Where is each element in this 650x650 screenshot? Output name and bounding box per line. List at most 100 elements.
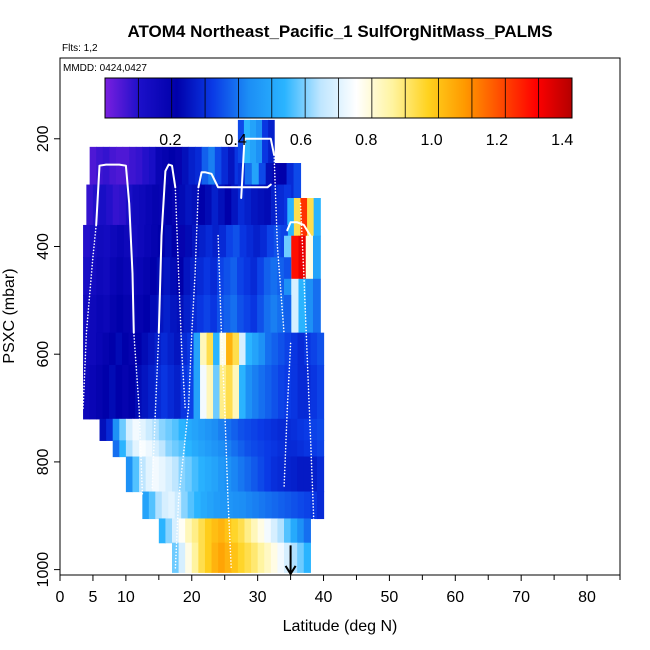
heatmap-cell	[143, 294, 151, 334]
heatmap-cell	[257, 184, 265, 226]
heatmap-cell	[165, 184, 173, 226]
flight-track-solid	[197, 171, 272, 189]
heatmap-cell	[211, 542, 219, 573]
heatmap-cell	[125, 418, 134, 441]
heatmap-cell	[244, 518, 252, 544]
heatmap-cell	[89, 364, 97, 420]
heatmap-cell	[251, 418, 259, 441]
heatmap-cell	[258, 364, 266, 420]
heatmap-cell	[284, 518, 292, 544]
heatmap-cell	[284, 418, 292, 441]
heatmap-cell	[224, 456, 232, 493]
heatmap-cell	[211, 184, 219, 226]
heatmap-cell	[141, 332, 149, 366]
y-tick-label: 200	[35, 125, 52, 152]
flight-track-dotted	[82, 224, 97, 409]
heatmap-cell	[211, 518, 219, 544]
heatmap-cell	[278, 364, 286, 420]
heatmap-cell	[152, 440, 160, 458]
heatmap-cell	[167, 332, 175, 366]
heatmap-cell	[198, 224, 207, 258]
heatmap-cell	[252, 364, 260, 420]
heatmap-cell	[190, 257, 198, 296]
heatmap-cell	[297, 518, 305, 544]
heatmap-cell	[119, 184, 127, 226]
heatmap-cell	[293, 198, 302, 237]
heatmap-cell	[304, 364, 312, 420]
heatmap-cell	[185, 542, 193, 573]
arrow-head-icon	[284, 565, 297, 576]
heatmap-cell	[270, 440, 279, 458]
heatmap-cell	[316, 456, 325, 493]
heatmap-cell	[230, 257, 238, 296]
heatmap-cell	[250, 257, 258, 296]
heatmap-cell	[310, 418, 318, 441]
heatmap-cell	[317, 364, 325, 420]
heatmap-cell	[206, 332, 214, 366]
heatmap-cell	[151, 224, 159, 258]
heatmap-cell	[158, 518, 167, 544]
y-tick-label: 1000	[35, 552, 52, 588]
heatmap-cell	[89, 332, 97, 366]
heatmap-cell	[278, 332, 286, 366]
heatmap-cell	[116, 294, 124, 334]
heatmap-cell	[239, 332, 247, 366]
heatmap-cell	[317, 491, 325, 520]
heatmap-cell	[224, 440, 232, 458]
heatmap-cell	[170, 294, 178, 334]
heatmap-cell	[297, 456, 305, 493]
heatmap-cell	[163, 257, 171, 296]
heatmap-cell	[156, 294, 164, 334]
heatmap-cell	[125, 440, 134, 458]
flight-track-dotted	[299, 202, 315, 571]
heatmap-cell	[283, 294, 292, 334]
heatmap-cell	[297, 440, 305, 458]
heatmap-cell	[144, 224, 152, 258]
x-axis-label: Latitude (deg N)	[283, 618, 398, 635]
heatmap-cell	[231, 184, 239, 226]
heatmap-cell	[298, 235, 307, 280]
heatmap-cell	[109, 146, 117, 186]
heatmap-cell	[178, 542, 186, 573]
heatmap-cell	[231, 542, 239, 573]
heatmap-cell	[252, 491, 260, 520]
heatmap-cell	[277, 456, 285, 493]
heatmap-cell	[251, 542, 259, 573]
y-tick-label: 600	[35, 341, 52, 368]
heatmap	[83, 119, 325, 573]
heatmap-cell	[250, 294, 258, 334]
heatmap-cell	[165, 440, 173, 458]
heatmap-cell	[230, 294, 238, 334]
flight-track-solid	[286, 221, 312, 237]
heatmap-cell	[291, 278, 300, 334]
heatmap-cell	[183, 294, 191, 334]
heatmap-cell	[237, 440, 246, 458]
heatmap-cell	[286, 163, 295, 199]
heatmap-cell	[86, 184, 94, 226]
heatmap-cell	[257, 518, 265, 544]
x-tick-label: 0	[56, 589, 65, 606]
heatmap-cell	[272, 163, 281, 199]
axes: 0 5 10 20 30 40 50 60 70 80 200 400 600 800 1000	[35, 125, 621, 606]
heatmap-cell	[191, 184, 199, 226]
heatmap-cell	[83, 294, 91, 334]
heatmap-cell	[158, 456, 167, 493]
heatmap-cell	[178, 224, 186, 258]
flight-track-dotted	[273, 154, 285, 334]
heatmap-cell	[271, 491, 279, 520]
heatmap-cell	[119, 440, 127, 458]
heatmap-cell	[277, 518, 285, 544]
flight-track-dotted	[217, 234, 233, 571]
heatmap-cell	[96, 364, 104, 420]
heatmap-cell	[158, 418, 167, 441]
heatmap-cell	[139, 184, 147, 226]
heatmap-cell	[204, 518, 213, 544]
heatmap-cell	[152, 456, 160, 493]
heatmap-cell	[135, 364, 143, 420]
x-tick-label: 50	[381, 589, 399, 606]
heatmap-cell	[218, 542, 226, 573]
heatmap-cell	[198, 184, 206, 226]
heatmap-cell	[210, 294, 218, 334]
heatmap-cell	[103, 294, 111, 334]
heatmap-cell	[143, 257, 151, 296]
